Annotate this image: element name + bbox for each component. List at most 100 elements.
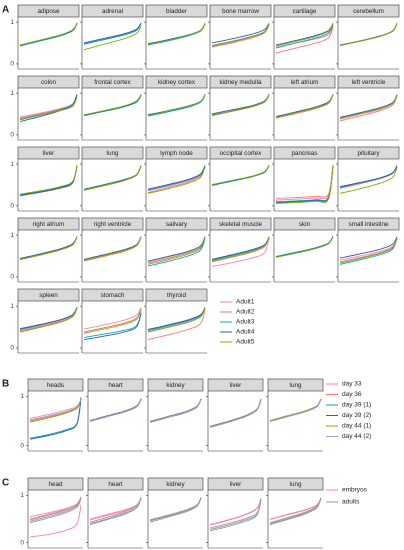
facet-title: cartilage <box>293 8 317 15</box>
curve <box>275 23 334 46</box>
facet-strip <box>81 4 144 18</box>
facet-title: bladder <box>166 8 187 15</box>
curve <box>89 498 142 526</box>
legend-label: Adult5 <box>236 339 255 346</box>
curve <box>83 94 142 117</box>
facet-strip <box>145 75 208 89</box>
facet-strip <box>273 75 336 89</box>
curve <box>147 236 206 262</box>
curve <box>269 398 322 422</box>
curve <box>275 236 334 258</box>
facet-strip <box>337 75 400 89</box>
curve <box>339 94 398 119</box>
curve <box>275 26 334 54</box>
curve <box>339 167 398 194</box>
curve <box>211 236 270 262</box>
facet-strip <box>17 4 80 18</box>
legend-label: embryos <box>342 487 368 494</box>
curve <box>147 237 206 264</box>
facet-strip <box>273 217 336 231</box>
curve <box>83 165 142 191</box>
facet-title: spleen <box>39 292 58 299</box>
legend-label: adults <box>342 499 360 506</box>
facet-title: heart <box>108 481 123 488</box>
curve <box>147 23 206 45</box>
facet-strip <box>145 4 208 18</box>
curve <box>83 308 142 333</box>
curve <box>83 22 142 44</box>
curve <box>147 165 206 190</box>
y-tick-label: 1 <box>10 303 14 310</box>
curve <box>209 499 262 532</box>
curve <box>339 23 398 46</box>
y-tick-label: 1 <box>10 19 14 26</box>
curve <box>275 236 334 258</box>
curve <box>19 236 78 260</box>
legend-label: Adult4 <box>236 329 255 336</box>
y-tick-label: 0 <box>10 61 14 68</box>
curve <box>83 94 142 116</box>
curve <box>147 307 206 333</box>
legend-label: day 44 (2) <box>342 433 371 440</box>
facet-title: adipose <box>37 8 60 15</box>
curve <box>209 498 262 526</box>
facet-title: kidney <box>166 382 185 389</box>
facet-title: pancreas <box>292 150 318 157</box>
facet-title: stomach <box>101 292 125 299</box>
curve <box>209 399 262 428</box>
curve <box>83 22 142 44</box>
curve <box>211 23 270 47</box>
legend-label: day 39 (2) <box>342 412 371 419</box>
curve <box>147 23 206 46</box>
facet-strip <box>27 378 84 392</box>
facet-title: lung <box>290 382 302 389</box>
curve <box>211 165 270 186</box>
facet-title: frontal cortex <box>94 79 131 86</box>
facet-strip <box>145 288 208 302</box>
curve <box>149 398 202 423</box>
curve <box>89 398 142 422</box>
curve <box>149 497 202 521</box>
curve <box>275 165 334 199</box>
facet-title: lung <box>290 481 302 488</box>
curve <box>19 23 78 46</box>
curve <box>147 310 206 340</box>
facet-title: kidney cortex <box>158 79 196 86</box>
facet-title: left atrium <box>291 79 319 86</box>
curve <box>269 498 322 526</box>
legend-label: day 44 (1) <box>342 423 371 430</box>
curve <box>211 165 270 186</box>
curve <box>275 236 334 257</box>
facet-strip <box>207 477 264 491</box>
curve <box>147 237 206 265</box>
facet-title: right atrium <box>33 221 65 228</box>
facet-strip <box>273 4 336 18</box>
y-tick-label: 1 <box>10 90 14 97</box>
curve <box>29 498 82 524</box>
y-tick-label: 0 <box>20 539 24 546</box>
curve <box>209 399 262 428</box>
facet-title: liver <box>230 481 242 488</box>
curve <box>269 398 322 422</box>
facet-title: cerebellum <box>353 8 384 15</box>
curve <box>339 23 398 46</box>
facet-strip <box>27 477 84 491</box>
facet-strip <box>145 146 208 160</box>
facet-title: colon <box>41 79 57 86</box>
facet-title: head <box>48 481 63 488</box>
curve <box>19 166 78 195</box>
panel-label: B <box>2 379 9 390</box>
facet-title: occipital cortex <box>220 150 262 157</box>
curve <box>339 165 398 188</box>
panel-label: A <box>2 5 9 16</box>
y-tick-label: 1 <box>20 393 24 400</box>
curve <box>275 24 334 49</box>
facet-title: bone marrow <box>222 8 259 15</box>
facet-strip <box>209 146 272 160</box>
facet-strip <box>267 477 324 491</box>
facet-title: liver <box>43 150 55 157</box>
curve <box>149 497 202 523</box>
curve <box>339 23 398 46</box>
facet-strip <box>267 378 324 392</box>
